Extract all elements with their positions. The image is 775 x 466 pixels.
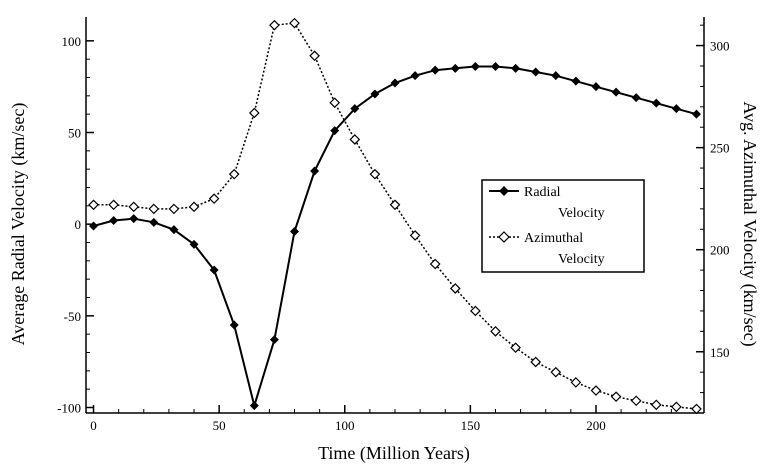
series-layer [88,17,702,415]
radial-velocity-point [410,71,420,81]
radial-velocity-point [330,126,340,136]
azimuthal-velocity-point [610,391,622,403]
radial-velocity-point [109,216,119,225]
y-right-tick-label: 150 [710,345,730,360]
azimuthal-velocity-point [650,399,662,411]
radial-velocity-point [390,78,400,88]
x-tick-label: 150 [461,418,481,433]
radial-velocity-point [209,265,219,275]
radial-velocity-point [671,104,681,114]
legend-azimuthal-label-1: Azimuthal [524,231,583,246]
azimuthal-velocity-point [369,168,381,180]
azimuthal-velocity-point [128,201,140,213]
azimuthal-velocity-point [329,97,341,109]
radial-velocity-point [229,320,239,330]
radial-velocity-point [691,109,701,119]
azimuthal-velocity-point [671,401,682,413]
y-axis-title-right: Avg. Azimuthal Velocity (km/sec) [739,101,760,346]
azimuthal-velocity-point [168,203,180,215]
legend-radial-label-2: Velocity [558,206,605,221]
azimuthal-velocity-point [208,193,220,205]
y-left-tick-label: -100 [57,401,81,416]
x-axis-title: Time (Million Years) [318,443,470,464]
radial-velocity-point [551,71,561,81]
x-tick-label: 200 [586,418,606,433]
azimuthal-velocity-point [429,258,441,270]
radial-velocity-point [531,67,541,77]
y-right-tick-label: 250 [710,141,730,156]
azimuthal-velocity-point [108,199,119,211]
legend-radial-marker [499,186,509,196]
legend-azimuthal-label-2: Velocity [558,252,605,267]
radial-velocity-point [290,227,300,236]
azimuthal-velocity-point [449,283,461,294]
y-left-tick-label: 0 [75,217,82,232]
azimuthal-velocity-point [510,342,521,354]
y-left-tick-label: 100 [62,34,82,49]
azimuthal-velocity-point [228,168,240,180]
azimuthal-velocity-point [188,201,200,213]
azimuthal-velocity-point [349,134,361,145]
y-right-tick-label: 200 [710,243,730,258]
radial-velocity-point [591,82,601,92]
radial-velocity-point [169,225,179,235]
azimuthal-velocity-point [88,199,99,211]
radial-velocity-point [450,63,460,73]
legend-box [481,179,645,273]
legend-azimuthal-marker [498,231,510,243]
azimuthal-velocity-point [409,230,421,241]
radial-velocity-point [430,65,440,75]
azimuthal-velocity-series [88,17,702,415]
radial-velocity-point [269,335,279,345]
radial-velocity-point [611,87,621,97]
azimuthal-velocity-point [269,19,280,31]
radial-velocity-point [310,166,320,176]
y-left-tick-label: 50 [68,126,81,141]
radial-velocity-point [370,89,380,99]
azimuthal-velocity-point [248,107,260,119]
legend: Radial Velocity Azimuthal Velocity [481,179,645,273]
ticks: 0 50 100 150 200 -100 -50 0 50 100 150 200 250 300 [57,24,730,433]
y-left-tick-label: -50 [64,309,81,324]
azimuthal-velocity-point [530,356,542,368]
radial-velocity-point [249,401,259,411]
y-right-tick-label: 300 [710,39,730,54]
azimuthal-velocity-point [490,326,501,337]
azimuthal-velocity-point [289,17,300,29]
radial-velocity-point [350,104,360,114]
radial-velocity-point [511,63,521,73]
azimuthal-velocity-point [470,305,481,317]
radial-velocity-series [89,62,701,411]
azimuthal-velocity-point [148,203,160,215]
azimuthal-velocity-point [630,395,642,407]
radial-velocity-point [89,221,99,231]
azimuthal-velocity-point [389,199,401,211]
radial-velocity-point [470,62,480,71]
radial-velocity-point [631,93,641,103]
radial-velocity-point [149,217,159,227]
radial-velocity-point [189,239,199,249]
azimuthal-velocity-point [570,377,582,388]
x-tick-label: 50 [213,418,226,433]
azimuthal-velocity-point [309,50,320,62]
x-tick-label: 0 [90,418,97,433]
radial-velocity-point [129,214,139,224]
y-axis-title-left: Average Radial Velocity (km/sec) [8,103,29,346]
radial-velocity-point [490,62,500,71]
radial-velocity-point [651,98,661,108]
x-tick-label: 100 [335,418,355,433]
azimuthal-velocity-point [691,403,702,415]
azimuthal-velocity-point [550,366,562,378]
radial-velocity-point [571,76,581,86]
legend-radial-label-1: Radial [524,185,561,200]
azimuthal-velocity-point [590,385,602,396]
